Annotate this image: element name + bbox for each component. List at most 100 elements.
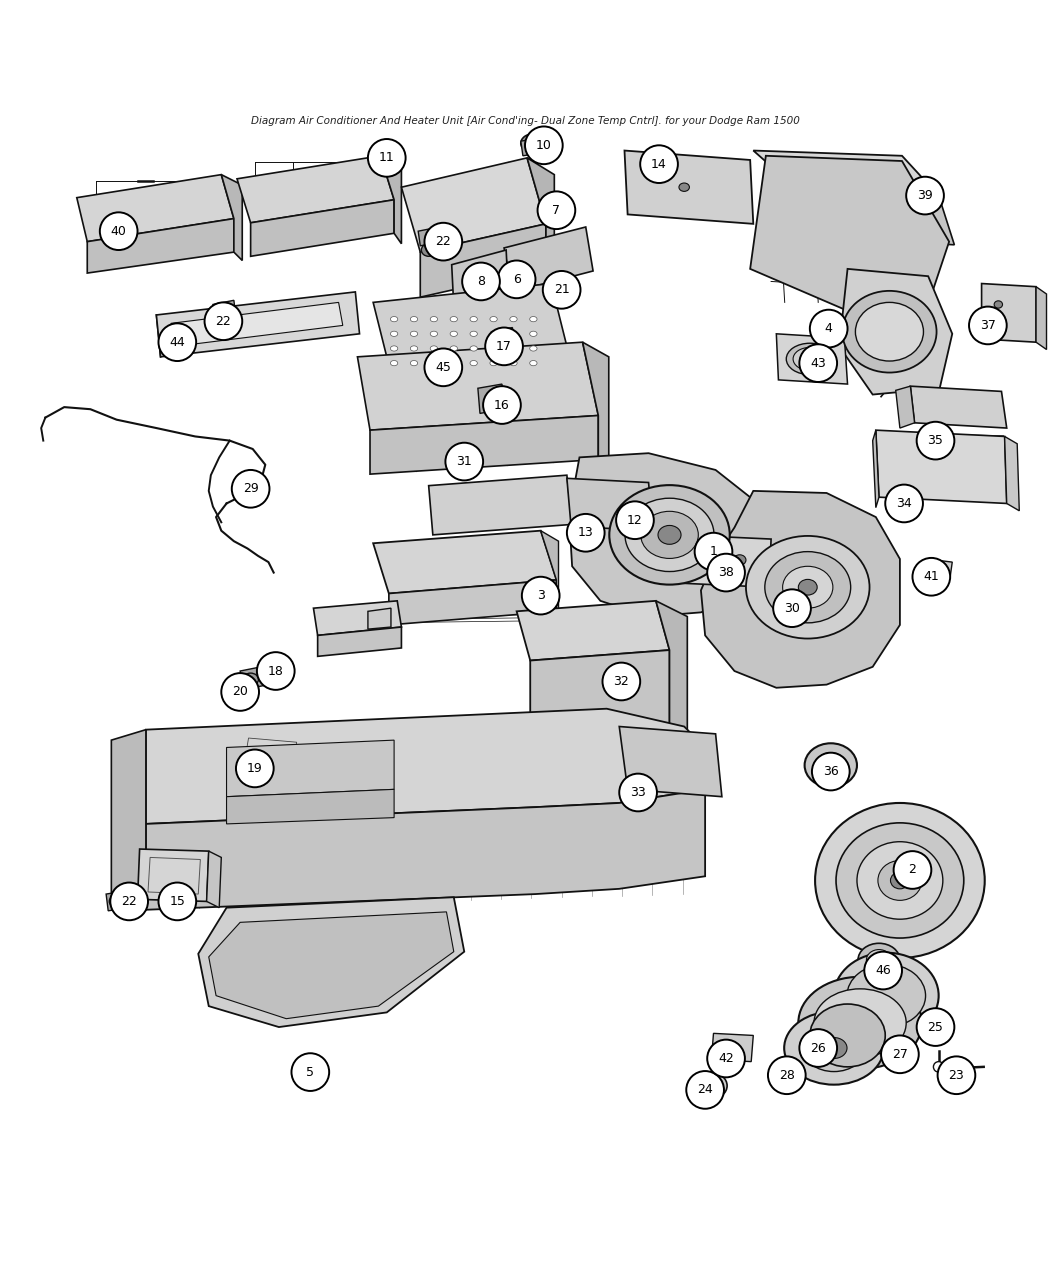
- Polygon shape: [213, 301, 236, 321]
- Circle shape: [483, 386, 521, 423]
- Text: 31: 31: [457, 455, 472, 468]
- Polygon shape: [541, 530, 559, 615]
- Ellipse shape: [450, 361, 458, 366]
- Circle shape: [864, 951, 902, 989]
- Ellipse shape: [802, 1024, 865, 1071]
- Text: 25: 25: [927, 1020, 944, 1034]
- Ellipse shape: [746, 536, 869, 639]
- Polygon shape: [318, 627, 401, 657]
- Text: 40: 40: [110, 224, 127, 237]
- Text: 34: 34: [897, 497, 912, 510]
- Circle shape: [424, 348, 462, 386]
- Ellipse shape: [490, 346, 498, 351]
- Circle shape: [768, 1057, 805, 1094]
- Text: 22: 22: [436, 235, 452, 249]
- Text: 24: 24: [697, 1084, 713, 1096]
- Ellipse shape: [421, 244, 436, 256]
- Circle shape: [485, 328, 523, 365]
- Ellipse shape: [411, 346, 418, 351]
- Polygon shape: [504, 227, 593, 292]
- Polygon shape: [569, 453, 763, 617]
- Polygon shape: [156, 292, 359, 357]
- Polygon shape: [797, 189, 954, 245]
- Ellipse shape: [782, 566, 833, 608]
- Circle shape: [462, 263, 500, 301]
- Polygon shape: [982, 283, 1036, 342]
- Circle shape: [799, 1029, 837, 1067]
- Polygon shape: [87, 218, 234, 273]
- Ellipse shape: [696, 1072, 727, 1099]
- Ellipse shape: [450, 346, 458, 351]
- Circle shape: [368, 139, 405, 177]
- Ellipse shape: [815, 803, 985, 958]
- Polygon shape: [373, 530, 556, 594]
- Text: 38: 38: [718, 566, 734, 579]
- Polygon shape: [368, 608, 391, 629]
- Circle shape: [567, 514, 605, 552]
- Polygon shape: [839, 269, 952, 394]
- Text: 29: 29: [243, 482, 258, 495]
- Polygon shape: [750, 156, 949, 311]
- Ellipse shape: [391, 332, 398, 337]
- Text: 45: 45: [436, 361, 452, 374]
- Ellipse shape: [510, 316, 518, 321]
- Text: 16: 16: [495, 399, 510, 412]
- Text: 13: 13: [578, 527, 593, 539]
- Ellipse shape: [890, 872, 909, 889]
- Text: 30: 30: [784, 602, 800, 615]
- Polygon shape: [567, 478, 653, 530]
- Polygon shape: [314, 601, 401, 635]
- Polygon shape: [521, 136, 550, 156]
- Polygon shape: [251, 200, 394, 256]
- Circle shape: [687, 1071, 723, 1109]
- Polygon shape: [227, 789, 394, 824]
- Polygon shape: [583, 342, 609, 474]
- Polygon shape: [452, 250, 508, 306]
- Circle shape: [445, 442, 483, 481]
- Circle shape: [969, 306, 1007, 344]
- Ellipse shape: [764, 552, 850, 623]
- Ellipse shape: [529, 316, 537, 321]
- Ellipse shape: [793, 347, 826, 371]
- Ellipse shape: [878, 861, 922, 900]
- Text: 14: 14: [651, 158, 667, 171]
- Ellipse shape: [490, 332, 498, 337]
- Text: 11: 11: [379, 152, 395, 164]
- Polygon shape: [373, 283, 569, 374]
- Polygon shape: [753, 150, 939, 195]
- Circle shape: [917, 422, 954, 459]
- Circle shape: [917, 1009, 954, 1046]
- Ellipse shape: [430, 346, 438, 351]
- Ellipse shape: [470, 332, 478, 337]
- Polygon shape: [712, 1033, 753, 1062]
- Text: 5: 5: [307, 1066, 314, 1079]
- Ellipse shape: [798, 579, 817, 595]
- Circle shape: [232, 470, 270, 507]
- Ellipse shape: [529, 332, 537, 337]
- Polygon shape: [910, 386, 1007, 428]
- Polygon shape: [625, 150, 753, 224]
- Ellipse shape: [994, 315, 1003, 321]
- Ellipse shape: [679, 184, 690, 191]
- Circle shape: [100, 213, 138, 250]
- Circle shape: [159, 882, 196, 921]
- Ellipse shape: [821, 1038, 847, 1058]
- Text: 18: 18: [268, 664, 284, 677]
- Text: 17: 17: [496, 340, 512, 353]
- Ellipse shape: [847, 964, 925, 1028]
- Text: 43: 43: [811, 357, 826, 370]
- Polygon shape: [418, 227, 441, 246]
- Ellipse shape: [470, 346, 478, 351]
- Polygon shape: [420, 224, 546, 297]
- Ellipse shape: [391, 316, 398, 321]
- Ellipse shape: [810, 1003, 885, 1067]
- Circle shape: [257, 652, 295, 690]
- Text: 26: 26: [811, 1042, 826, 1054]
- Ellipse shape: [857, 842, 943, 919]
- Polygon shape: [138, 849, 209, 901]
- Ellipse shape: [510, 332, 518, 337]
- Polygon shape: [388, 580, 556, 625]
- Ellipse shape: [824, 760, 837, 770]
- Polygon shape: [380, 156, 401, 244]
- Text: 15: 15: [169, 895, 185, 908]
